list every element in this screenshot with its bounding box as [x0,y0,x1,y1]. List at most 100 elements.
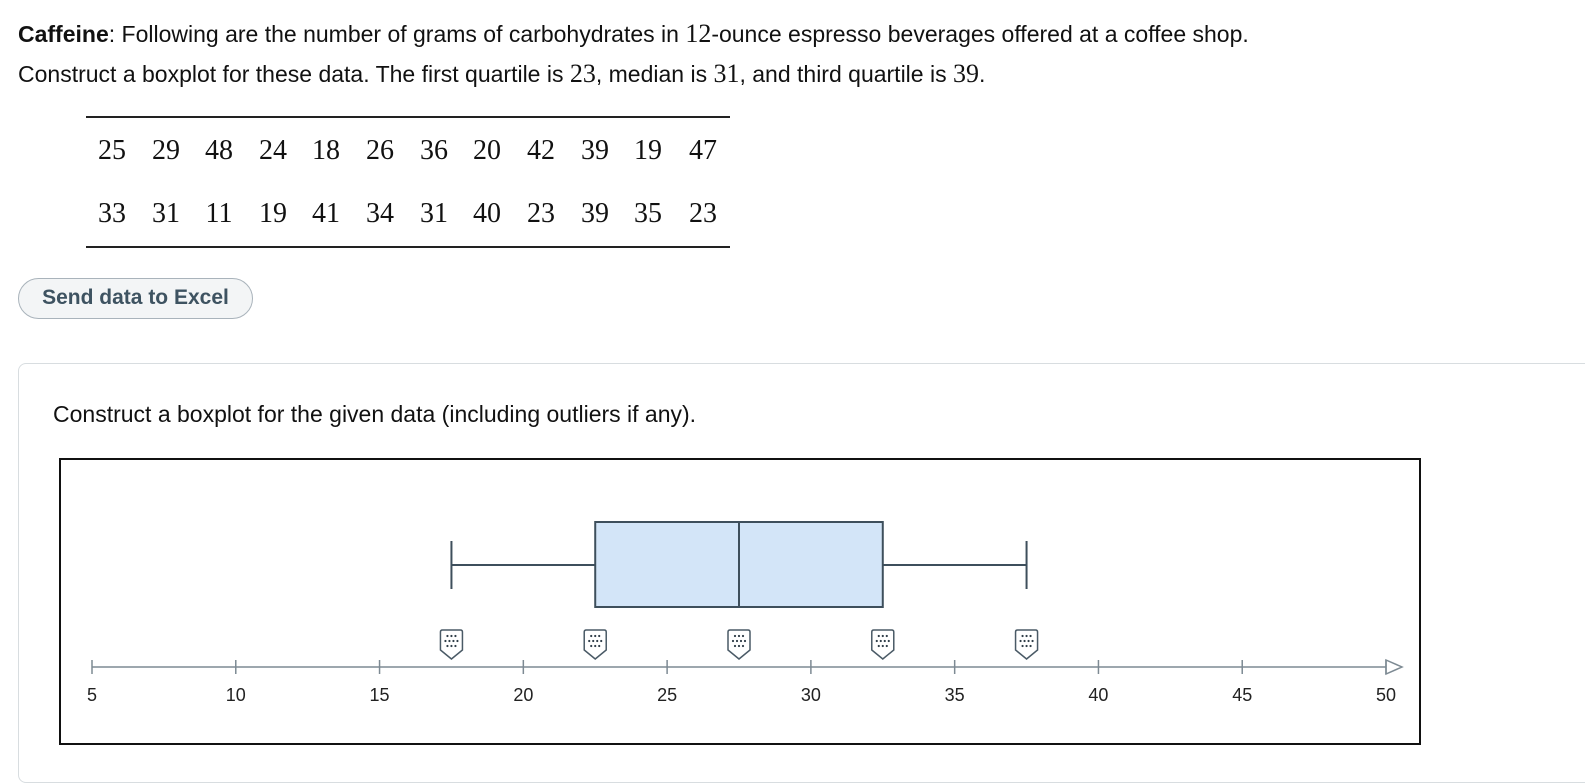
problem-label: Caffeine [18,21,109,47]
grip-dot [588,639,591,643]
grip-dot [444,639,447,643]
drag-handle-icon[interactable] [583,629,607,660]
data-cell: 26 [366,135,394,166]
data-cell: 25 [98,135,126,166]
min-handle[interactable] [439,629,464,660]
problem-text: , median is [595,61,714,87]
drag-handle-icon[interactable] [871,629,895,660]
problem-text: Construct a boxplot for these data. The … [18,61,570,87]
problem-text: , and third quartile is [739,61,953,87]
grip-dot [1019,639,1022,643]
grip-dot [1021,634,1024,638]
data-cell: 23 [527,198,555,229]
grip-dot [881,634,884,638]
grip-dot [737,644,741,648]
grip-dot [448,639,451,643]
grip-dot [598,634,601,638]
send-to-excel-button[interactable]: Send data to Excel [18,278,253,319]
q1-value: 23 [569,59,596,88]
grip-dot [1029,634,1032,638]
grip-dot [446,634,449,638]
grip-dot [875,639,878,643]
drag-handle-icon[interactable] [1014,629,1039,660]
data-cell: 19 [634,135,662,166]
grip-dot [731,639,735,643]
data-cell: 33 [98,198,126,229]
axis-arrow-icon [1385,658,1404,676]
instruction-text: Construct a boxplot for the given data (… [53,401,697,427]
data-cell: 31 [420,198,448,229]
median-handle[interactable] [727,629,751,660]
grip-dot [1025,634,1028,638]
data-table: 25 29 48 24 18 26 36 20 42 39 19 47 33 31 11 19 41 34 31 4… [86,116,730,248]
grip-dot [877,644,880,648]
grip-dot [1023,639,1026,643]
data-cell: 18 [312,135,340,166]
grip-dot [883,639,886,643]
max-handle[interactable] [1014,629,1039,660]
axis-tick-label: 10 [226,685,246,705]
problem-line-1: Caffeine: Following are the number of gr… [18,14,1558,54]
grip-dot [454,644,457,648]
drag-handle-icon[interactable] [439,629,464,660]
grip-dot [590,644,593,648]
axis-tick-label: 15 [370,685,390,705]
grip-dot [885,644,888,648]
data-cell: 42 [527,135,555,166]
grip-dot [598,644,601,648]
data-row: 25 29 48 24 18 26 36 20 42 39 19 47 [86,131,730,171]
data-cell: 24 [259,135,287,166]
grip-dot [454,634,457,638]
data-cell: 40 [473,198,501,229]
grip-dot [1029,644,1032,648]
grip-dot [452,639,455,643]
boxplot-graph-area[interactable]: 5 10 15 20 25 30 35 40 45 50 [59,458,1421,745]
grip-dot [596,639,599,643]
q1-handle[interactable] [583,629,607,660]
problem-text: . [978,61,986,87]
grip-dot [733,644,737,648]
grip-dot [446,644,449,648]
q3-handle[interactable] [871,629,895,660]
axis-tick-label: 35 [945,685,965,705]
grip-dot [1031,639,1034,643]
data-cell: 19 [259,198,287,229]
grip-dot [592,639,595,643]
drag-handle-icon[interactable] [727,629,751,660]
grip-dot [594,634,597,638]
boxplot-canvas[interactable]: 5 10 15 20 25 30 35 40 45 50 [61,460,1423,747]
problem-statement: Caffeine: Following are the number of gr… [18,14,1558,94]
problem-text: -ounce espresso beverages offered at a c… [711,21,1249,47]
data-cell: 47 [689,135,717,166]
grip-dot [741,634,745,638]
axis-tick-label: 30 [801,685,821,705]
grip-dot [735,639,739,643]
grip-dot [887,639,890,643]
grip-dot [450,644,453,648]
data-cell: 39 [581,135,609,166]
grip-dot [743,639,747,643]
grip-dot [881,644,884,648]
data-cell: 36 [420,135,448,166]
axis-tick-label: 45 [1232,685,1252,705]
grip-dot [877,634,880,638]
grip-dot [879,639,882,643]
grip-dot [1025,644,1028,648]
grip-dot [1021,644,1024,648]
data-cell: 35 [634,198,662,229]
grip-dot [739,639,743,643]
median-value: 31 [713,59,740,88]
problem-line-2: Construct a boxplot for these data. The … [18,54,1558,94]
axis-tick-label: 5 [87,685,97,705]
grip-dot [600,639,603,643]
data-cell: 48 [205,135,233,166]
data-cell: 34 [366,198,394,229]
grip-dot [594,644,597,648]
data-cell: 31 [152,198,180,229]
data-row: 33 31 11 19 41 34 31 40 23 39 35 23 [86,194,730,234]
q3-value: 39 [952,59,979,88]
axis-tick-label: 40 [1088,685,1108,705]
data-cell: 39 [581,198,609,229]
grip-dot [1027,639,1030,643]
data-cell: 20 [473,135,501,166]
